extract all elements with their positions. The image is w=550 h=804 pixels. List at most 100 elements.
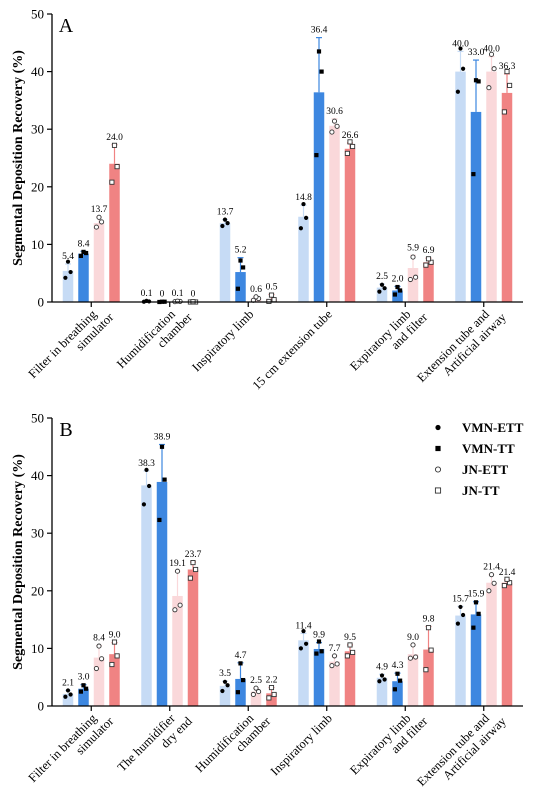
data-label: 4.7 xyxy=(235,651,247,661)
data-point xyxy=(159,444,165,449)
y-tick-label: 20 xyxy=(31,179,44,194)
x-tick-label: Filter in breathingsimulator xyxy=(26,300,117,391)
data-point xyxy=(93,224,99,230)
data-point xyxy=(93,666,99,672)
data-point xyxy=(174,568,181,574)
x-tick-label: Humidificationchamber xyxy=(114,300,195,381)
data-point xyxy=(507,580,513,586)
data-point xyxy=(398,288,403,293)
data-point xyxy=(225,683,230,688)
data-point xyxy=(473,78,479,83)
data-label: 6.9 xyxy=(423,246,435,256)
data-label: 30.6 xyxy=(326,107,343,117)
data-point xyxy=(334,661,340,667)
y-tick-label: 30 xyxy=(31,526,44,541)
data-point xyxy=(268,292,275,298)
data-label: 7.7 xyxy=(329,644,341,654)
x-tick-label: The humidifierdry end xyxy=(115,704,196,785)
data-point xyxy=(344,150,350,156)
data-label: 19.1 xyxy=(169,559,186,569)
bar xyxy=(109,163,120,302)
data-label: 2.1 xyxy=(62,678,74,688)
data-point xyxy=(81,249,86,254)
data-point xyxy=(238,258,243,263)
data-label: 2.5 xyxy=(376,272,388,282)
data-point xyxy=(190,560,196,566)
data-label: 9.5 xyxy=(344,633,356,643)
data-label: 9.0 xyxy=(407,633,419,643)
data-point xyxy=(488,51,495,57)
data-label: 26.6 xyxy=(342,131,359,141)
data-point xyxy=(413,654,419,660)
data-point xyxy=(319,649,324,654)
data-label: 0.6 xyxy=(250,285,262,295)
x-tick-label: Inspiratory limb xyxy=(268,711,335,778)
bar xyxy=(501,92,513,302)
data-label: 4.3 xyxy=(392,661,404,671)
data-point xyxy=(461,612,466,618)
data-point xyxy=(486,85,492,91)
panel-label: B xyxy=(59,419,72,441)
data-label: 11.4 xyxy=(295,621,312,631)
bar xyxy=(298,216,309,302)
bar xyxy=(392,290,403,302)
data-point xyxy=(238,661,243,666)
x-tick-label: 15 cm extension tube xyxy=(250,307,336,393)
legend-entry: JN-ETT xyxy=(462,462,509,477)
data-label: 13.7 xyxy=(217,208,234,218)
x-tick-label: Inspiratory limb xyxy=(189,307,256,374)
data-label: 4.9 xyxy=(376,662,388,672)
data-label: 21.4 xyxy=(499,568,516,578)
data-point xyxy=(253,685,259,691)
data-point xyxy=(316,49,322,54)
data-point xyxy=(256,689,262,695)
data-label: 15.9 xyxy=(468,590,485,600)
data-point xyxy=(141,502,146,507)
data-label: 2.2 xyxy=(266,676,278,686)
data-point xyxy=(172,607,178,613)
data-point xyxy=(298,226,303,231)
bar xyxy=(78,253,89,302)
data-point xyxy=(314,153,319,158)
bar xyxy=(455,615,466,706)
data-label: 3.5 xyxy=(219,669,231,679)
x-tick-label: Humidificationchamber xyxy=(192,704,273,785)
data-point xyxy=(65,259,71,264)
data-label: 14.8 xyxy=(295,193,312,203)
data-point xyxy=(220,223,225,229)
data-point xyxy=(350,143,356,150)
bar xyxy=(250,298,262,302)
data-point xyxy=(379,282,385,287)
bar xyxy=(156,481,168,706)
data-point xyxy=(501,583,507,589)
bar xyxy=(329,661,340,706)
data-point xyxy=(253,294,259,300)
bar xyxy=(219,223,231,302)
y-tick-label: 50 xyxy=(31,7,44,22)
data-point xyxy=(225,220,230,226)
data-point xyxy=(63,275,68,280)
data-label: 2.5 xyxy=(250,676,262,686)
data-point xyxy=(395,671,400,676)
data-point xyxy=(96,214,102,220)
data-point xyxy=(471,172,476,177)
data-point xyxy=(413,274,419,280)
data-point xyxy=(423,262,429,268)
data-label: 0 xyxy=(160,289,165,299)
data-label: 0.1 xyxy=(141,289,153,299)
data-label: 15.7 xyxy=(452,594,469,604)
data-label: 9.9 xyxy=(313,631,325,641)
data-point xyxy=(344,653,350,659)
data-label: 8.4 xyxy=(93,634,105,644)
data-point xyxy=(392,687,397,692)
bar xyxy=(93,657,105,706)
bar xyxy=(376,287,388,302)
data-label: 23.7 xyxy=(185,550,202,560)
data-point xyxy=(266,695,272,701)
data-point xyxy=(392,292,397,297)
bar xyxy=(313,648,325,706)
legend-entry: VMN-ETT xyxy=(462,420,524,435)
data-label: 36.3 xyxy=(499,62,516,72)
data-point xyxy=(476,79,481,84)
data-label: 21.4 xyxy=(483,563,500,573)
